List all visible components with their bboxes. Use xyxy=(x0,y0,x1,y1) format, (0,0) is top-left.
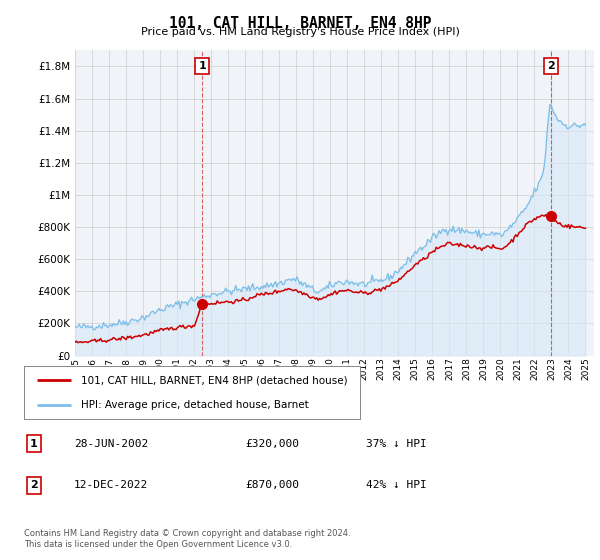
Text: Contains HM Land Registry data © Crown copyright and database right 2024.
This d: Contains HM Land Registry data © Crown c… xyxy=(24,529,350,549)
Text: 101, CAT HILL, BARNET, EN4 8HP: 101, CAT HILL, BARNET, EN4 8HP xyxy=(169,16,431,31)
Text: 2: 2 xyxy=(30,480,38,491)
Text: HPI: Average price, detached house, Barnet: HPI: Average price, detached house, Barn… xyxy=(81,399,309,409)
Text: Price paid vs. HM Land Registry's House Price Index (HPI): Price paid vs. HM Land Registry's House … xyxy=(140,27,460,37)
Text: 101, CAT HILL, BARNET, EN4 8HP (detached house): 101, CAT HILL, BARNET, EN4 8HP (detached… xyxy=(81,375,348,385)
Text: 1: 1 xyxy=(199,61,206,71)
Text: 28-JUN-2002: 28-JUN-2002 xyxy=(74,438,148,449)
Text: £870,000: £870,000 xyxy=(245,480,299,491)
Text: 42% ↓ HPI: 42% ↓ HPI xyxy=(366,480,427,491)
Text: 12-DEC-2022: 12-DEC-2022 xyxy=(74,480,148,491)
Text: £320,000: £320,000 xyxy=(245,438,299,449)
Text: 37% ↓ HPI: 37% ↓ HPI xyxy=(366,438,427,449)
Text: 2: 2 xyxy=(547,61,554,71)
Text: 1: 1 xyxy=(30,438,38,449)
